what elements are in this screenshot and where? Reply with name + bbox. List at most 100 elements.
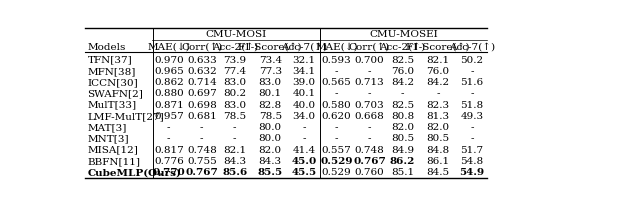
- Text: 84.3: 84.3: [223, 156, 246, 165]
- Text: -: -: [335, 66, 338, 75]
- Text: 50.2: 50.2: [460, 55, 483, 64]
- Text: 49.3: 49.3: [460, 111, 483, 120]
- Text: 80.0: 80.0: [259, 122, 282, 132]
- Text: 51.7: 51.7: [460, 145, 483, 154]
- Text: -: -: [335, 122, 338, 132]
- Text: 76.0: 76.0: [391, 66, 414, 75]
- Text: TFN[37]: TFN[37]: [88, 55, 132, 64]
- Text: 0.760: 0.760: [355, 167, 384, 176]
- Text: 0.755: 0.755: [187, 156, 217, 165]
- Text: 80.8: 80.8: [391, 111, 414, 120]
- Text: Models: Models: [88, 42, 126, 51]
- Text: Acc-7(↑): Acc-7(↑): [449, 42, 495, 51]
- Text: MNT[3]: MNT[3]: [88, 134, 129, 143]
- Text: 0.668: 0.668: [355, 111, 384, 120]
- Text: 85.5: 85.5: [258, 167, 283, 176]
- Text: CMU-MOSI: CMU-MOSI: [205, 30, 266, 39]
- Text: 41.4: 41.4: [292, 145, 316, 154]
- Text: 0.767: 0.767: [353, 156, 386, 165]
- Text: 76.0: 76.0: [426, 66, 449, 75]
- Text: 80.1: 80.1: [259, 89, 282, 98]
- Text: SWAFN[2]: SWAFN[2]: [88, 89, 143, 98]
- Text: 32.1: 32.1: [292, 55, 316, 64]
- Text: 0.557: 0.557: [321, 145, 351, 154]
- Text: 0.580: 0.580: [321, 100, 351, 109]
- Text: 0.714: 0.714: [187, 78, 217, 87]
- Text: MulT[33]: MulT[33]: [88, 100, 136, 109]
- Text: 84.9: 84.9: [391, 145, 414, 154]
- Text: -: -: [303, 134, 306, 143]
- Text: 80.2: 80.2: [223, 89, 246, 98]
- Text: 82.8: 82.8: [259, 100, 282, 109]
- Text: Acc-2(↑): Acc-2(↑): [212, 42, 258, 51]
- Text: 0.817: 0.817: [154, 145, 184, 154]
- Text: 45.0: 45.0: [292, 156, 317, 165]
- Text: Corr(↑): Corr(↑): [349, 42, 390, 51]
- Text: 45.5: 45.5: [292, 167, 317, 176]
- Text: 84.8: 84.8: [426, 145, 449, 154]
- Text: 34.0: 34.0: [292, 111, 316, 120]
- Text: -: -: [233, 134, 237, 143]
- Text: 78.5: 78.5: [259, 111, 282, 120]
- Text: F1-Score(↑): F1-Score(↑): [238, 42, 303, 51]
- Text: 0.965: 0.965: [154, 66, 184, 75]
- Text: CubeMLP(Ours): CubeMLP(Ours): [88, 167, 181, 176]
- Text: 82.0: 82.0: [391, 122, 414, 132]
- Text: 0.767: 0.767: [186, 167, 218, 176]
- Text: 0.565: 0.565: [321, 78, 351, 87]
- Text: 0.529: 0.529: [321, 167, 351, 176]
- Text: 39.0: 39.0: [292, 78, 316, 87]
- Text: MISA[12]: MISA[12]: [88, 145, 138, 154]
- Text: MAT[3]: MAT[3]: [88, 122, 127, 132]
- Text: 0.700: 0.700: [355, 55, 384, 64]
- Text: 0.633: 0.633: [187, 55, 217, 64]
- Text: 0.529: 0.529: [320, 156, 353, 165]
- Text: Acc-7(↑): Acc-7(↑): [281, 42, 327, 51]
- Text: -: -: [470, 89, 474, 98]
- Text: 85.6: 85.6: [222, 167, 248, 176]
- Text: Corr(↑): Corr(↑): [181, 42, 222, 51]
- Text: 80.0: 80.0: [259, 134, 282, 143]
- Text: 73.4: 73.4: [259, 55, 282, 64]
- Text: -: -: [200, 134, 204, 143]
- Text: -: -: [470, 66, 474, 75]
- Text: 78.5: 78.5: [223, 111, 246, 120]
- Text: 34.1: 34.1: [292, 66, 316, 75]
- Text: 86.2: 86.2: [390, 156, 415, 165]
- Text: 81.3: 81.3: [426, 111, 449, 120]
- Text: 0.862: 0.862: [154, 78, 184, 87]
- Text: 0.748: 0.748: [187, 145, 217, 154]
- Text: 83.0: 83.0: [259, 78, 282, 87]
- Text: -: -: [167, 134, 170, 143]
- Text: -: -: [436, 89, 440, 98]
- Text: 82.1: 82.1: [426, 55, 449, 64]
- Text: 0.871: 0.871: [154, 100, 184, 109]
- Text: -: -: [335, 89, 338, 98]
- Text: -: -: [367, 66, 371, 75]
- Text: 0.713: 0.713: [355, 78, 384, 87]
- Text: ICCN[30]: ICCN[30]: [88, 78, 138, 87]
- Text: 80.5: 80.5: [426, 134, 449, 143]
- Text: -: -: [167, 122, 170, 132]
- Text: 82.5: 82.5: [391, 100, 414, 109]
- Text: -: -: [233, 122, 237, 132]
- Text: 0.880: 0.880: [154, 89, 184, 98]
- Text: 51.6: 51.6: [460, 78, 483, 87]
- Text: 0.748: 0.748: [355, 145, 384, 154]
- Text: 83.0: 83.0: [223, 78, 246, 87]
- Text: 0.698: 0.698: [187, 100, 217, 109]
- Text: 54.9: 54.9: [460, 167, 484, 176]
- Text: F1-Score(↑): F1-Score(↑): [406, 42, 470, 51]
- Text: MFN[38]: MFN[38]: [88, 66, 136, 75]
- Text: 0.776: 0.776: [154, 156, 184, 165]
- Text: 0.703: 0.703: [355, 100, 384, 109]
- Text: -: -: [367, 89, 371, 98]
- Text: MAE(↓): MAE(↓): [147, 42, 190, 51]
- Text: 40.1: 40.1: [292, 89, 316, 98]
- Text: -: -: [401, 89, 404, 98]
- Text: 82.0: 82.0: [259, 145, 282, 154]
- Text: 0.632: 0.632: [187, 66, 217, 75]
- Text: Acc-2(↑): Acc-2(↑): [380, 42, 426, 51]
- Text: -: -: [367, 134, 371, 143]
- Text: 84.2: 84.2: [426, 78, 449, 87]
